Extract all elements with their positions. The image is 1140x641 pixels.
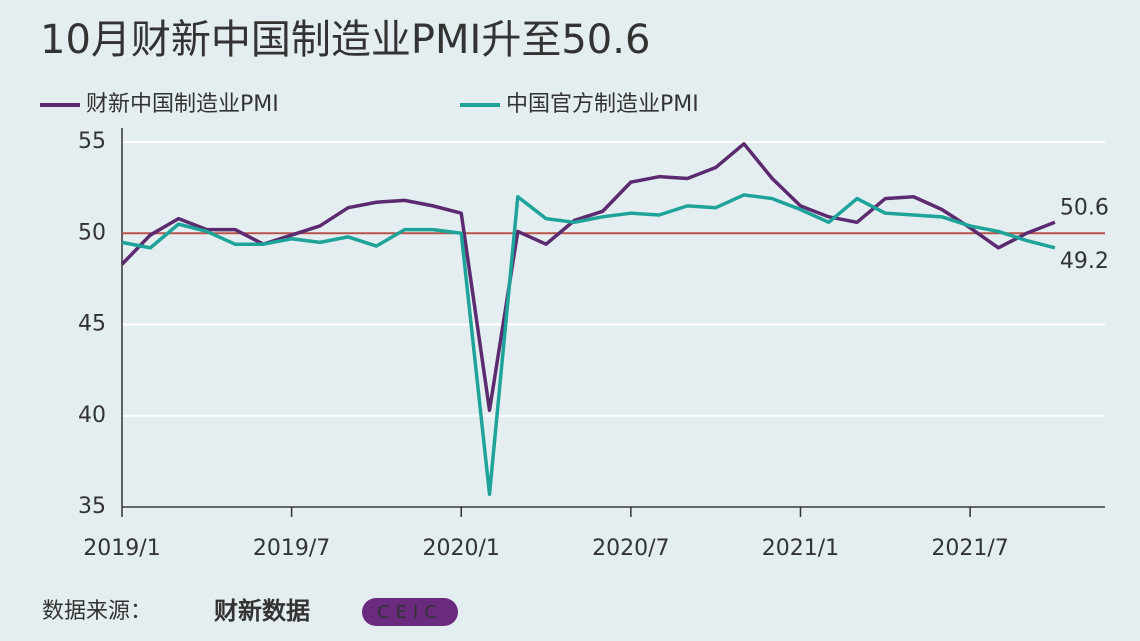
logo-badge [362,598,458,626]
series-line [121,193,1056,496]
y-tick-label: 45 [78,312,106,337]
source-logo: CEIC [377,602,443,623]
x-tick-label: 2019/1 [83,536,160,561]
x-tick-label: 2020/1 [423,536,500,561]
x-tick-label: 2021/1 [762,536,839,561]
y-tick-label: 55 [78,129,106,154]
value-label: 49.2 [1060,249,1109,274]
legend-label: 中国官方制造业PMI [506,92,699,117]
series-line [120,142,1056,413]
chart-title: 10月财新中国制造业PMI升至50.6 [40,17,650,63]
y-tick-label: 50 [78,220,106,245]
y-tick-label: 35 [78,494,106,519]
source-logo: 财新数据 [214,597,310,625]
source-label: 数据来源： [42,599,152,624]
y-tick-label: 40 [78,403,106,428]
x-tick-label: 2021/7 [931,536,1008,561]
value-label: 50.6 [1060,195,1109,220]
x-tick-label: 2020/7 [592,536,669,561]
x-tick-label: 2019/7 [253,536,330,561]
legend-label: 财新中国制造业PMI [86,92,279,117]
